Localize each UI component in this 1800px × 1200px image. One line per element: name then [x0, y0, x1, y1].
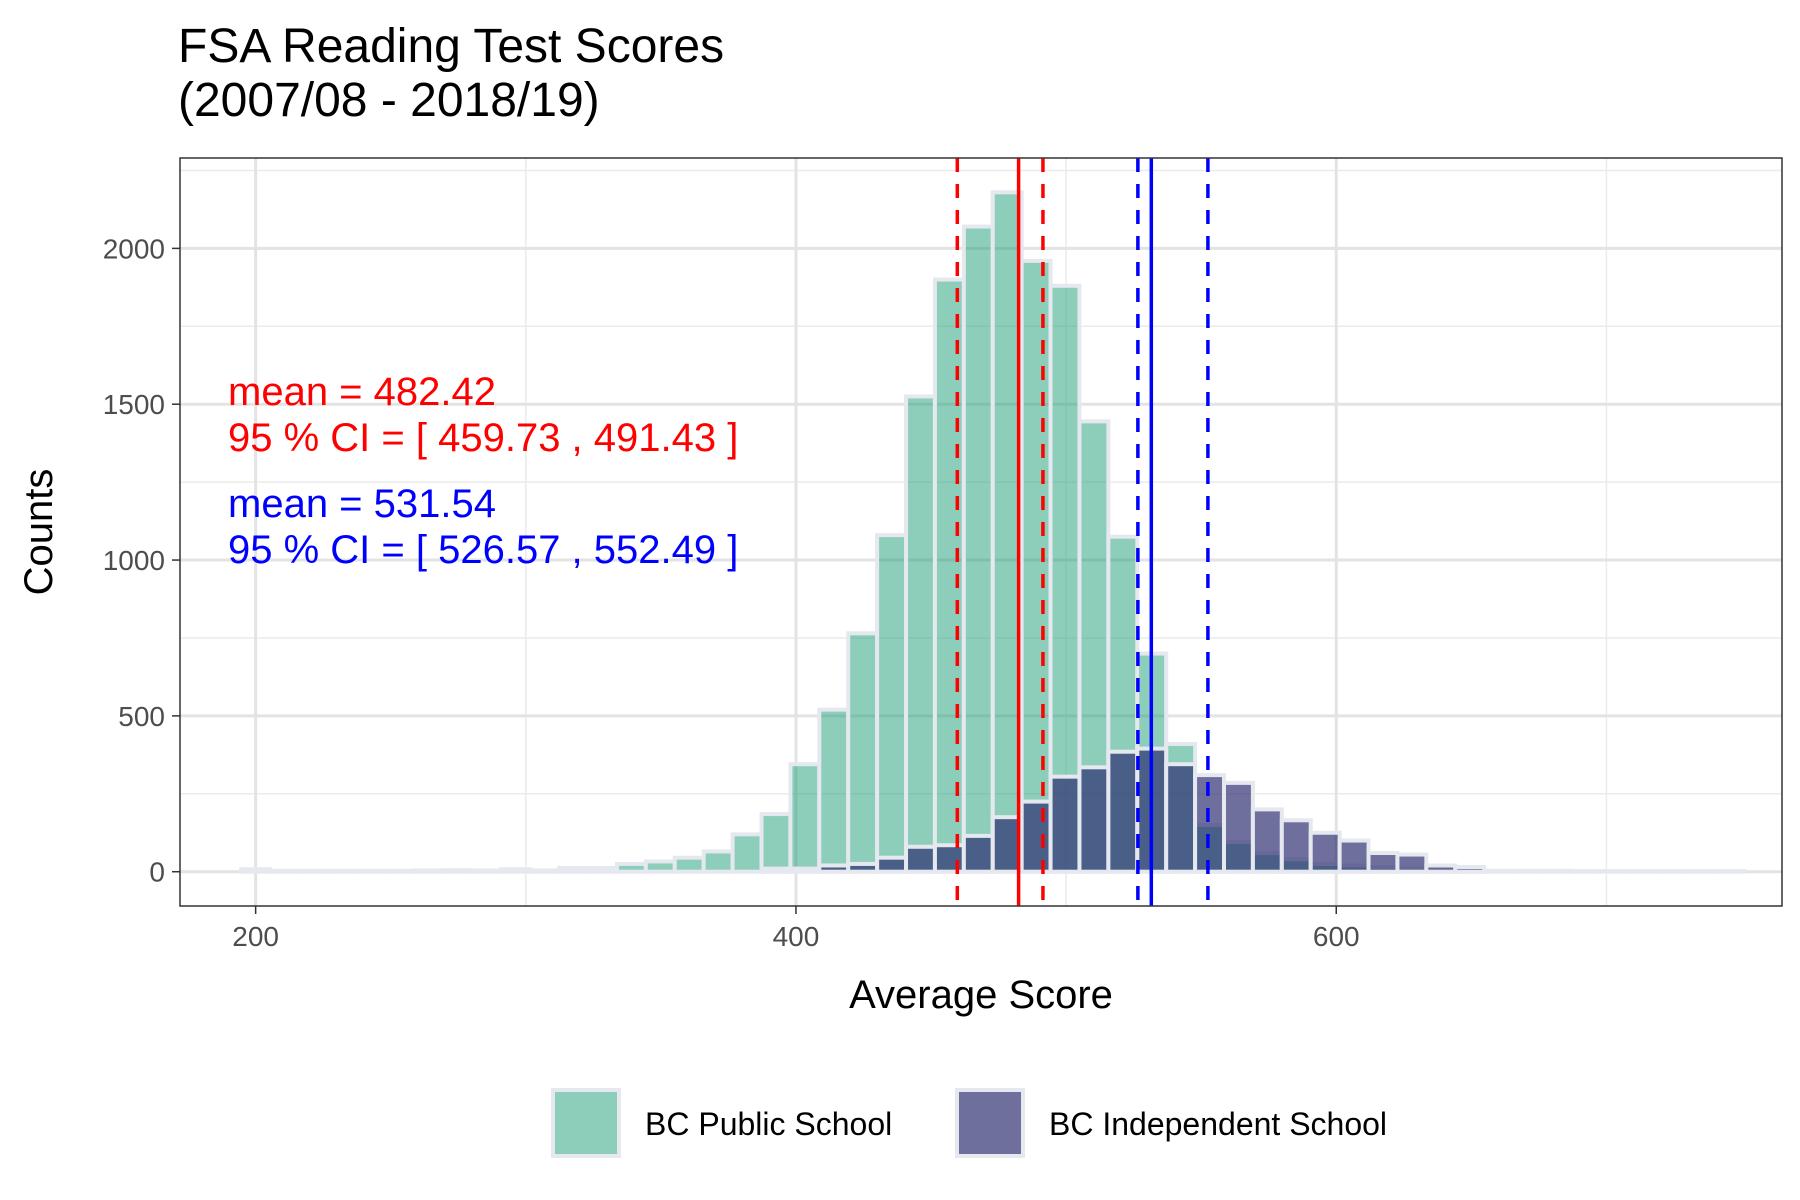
- bar-independent-school: [904, 844, 937, 874]
- bar-independent-school: [1395, 852, 1429, 874]
- x-tick-label: 400: [773, 921, 820, 952]
- annotation-group: mean = 482.42 95 % CI = [ 459.73 , 491.4…: [228, 370, 738, 572]
- bar-independent-school: [1453, 865, 1487, 874]
- axis-ticks: 200 400 600 0 500 1000 1500 2000: [103, 233, 1360, 952]
- bar-public-school: [268, 868, 302, 874]
- bar-independent-school: [1106, 749, 1140, 874]
- bar-independent-school: [817, 863, 851, 874]
- bar-public-school: [1511, 868, 1544, 874]
- bar-public-school: [1626, 869, 1660, 874]
- bar-public-school: [1482, 868, 1516, 874]
- bar-public-school: [1048, 283, 1082, 874]
- legend: BC Public School BC Independent School: [551, 1088, 1387, 1158]
- bar-public-school: [412, 868, 446, 874]
- y-tick-label: 2000: [103, 233, 165, 264]
- bar-public-school: [817, 707, 851, 874]
- bar-public-school: [383, 868, 417, 874]
- bar-public-school: [325, 868, 359, 874]
- bar-independent-school: [1077, 765, 1111, 874]
- bar-public-school: [1597, 869, 1631, 874]
- bar-public-school: [875, 533, 909, 874]
- independent-mean-annotation: mean = 531.54: [228, 482, 496, 526]
- bar-independent-school: [990, 815, 1024, 874]
- bar-independent-school: [1164, 762, 1198, 874]
- bar-independent-school: [846, 861, 880, 874]
- bar-public-school: [528, 868, 562, 874]
- legend-swatch-independent: [955, 1088, 1025, 1158]
- mean-ci-lines: [955, 158, 1210, 906]
- bar-independent-school: [759, 866, 793, 874]
- bar-public-school: [701, 849, 735, 874]
- bar-independent-school: [932, 843, 966, 874]
- bar-public-school: [557, 865, 591, 874]
- bar-public-school: [470, 868, 504, 874]
- bar-public-school: [586, 865, 619, 874]
- bar-public-school: [1019, 258, 1053, 874]
- y-tick-label: 0: [149, 857, 165, 888]
- bar-public-school: [961, 224, 995, 874]
- bar-public-school: [788, 762, 822, 874]
- y-tick-label: 500: [118, 701, 165, 732]
- bar-public-school: [904, 394, 937, 874]
- legend-label-public: BC Public School: [645, 1106, 892, 1142]
- x-tick-label: 200: [232, 921, 279, 952]
- bar-public-school: [297, 868, 330, 874]
- bar-public-school: [1713, 869, 1747, 874]
- bar-public-school: [730, 832, 764, 874]
- bar-public-school: [239, 867, 273, 874]
- bar-public-school: [1655, 869, 1689, 874]
- bar-public-school: [1568, 869, 1602, 874]
- y-tick-label: 1500: [103, 389, 165, 420]
- chart-title-line1: FSA Reading Test Scores: [178, 20, 724, 73]
- bar-independent-school: [1279, 818, 1313, 874]
- bar-independent-school: [1424, 863, 1458, 874]
- x-axis-title: Average Score: [849, 973, 1113, 1017]
- bar-independent-school: [1048, 774, 1082, 874]
- legend-swatch-public: [551, 1088, 621, 1158]
- bar-independent-school: [1337, 838, 1371, 874]
- independent-ci-annotation: 95 % CI = [ 526.57 , 552.49 ]: [228, 528, 738, 572]
- bar-public-school: [932, 277, 966, 874]
- bar-public-school: [1684, 869, 1718, 874]
- bar-independent-school: [1019, 799, 1053, 874]
- legend-label-independent: BC Independent School: [1049, 1106, 1387, 1142]
- bar-independent-school: [1222, 780, 1255, 874]
- bar-public-school: [441, 868, 475, 874]
- bar-public-school: [990, 190, 1024, 874]
- bar-independent-school: [875, 855, 909, 874]
- bar-public-school: [759, 812, 793, 874]
- y-axis-title: Counts: [17, 469, 61, 596]
- bar-independent-school: [1308, 830, 1342, 874]
- public-mean-annotation: mean = 482.42: [228, 370, 496, 414]
- bar-public-school: [672, 855, 706, 874]
- bar-independent-school: [1250, 807, 1284, 874]
- bar-public-school: [846, 631, 880, 874]
- x-tick-label: 600: [1313, 921, 1360, 952]
- bar-public-school: [614, 861, 648, 874]
- bar-public-school: [643, 859, 677, 874]
- bar-public-school: [354, 868, 388, 874]
- bar-public-school: [1539, 868, 1573, 874]
- plot-border: [179, 157, 1783, 907]
- bar-independent-school: [788, 866, 822, 874]
- chart-title-line2: (2007/08 - 2018/19): [178, 74, 600, 127]
- public-ci-annotation: 95 % CI = [ 459.73 , 491.43 ]: [228, 416, 738, 460]
- bar-independent-school: [1366, 851, 1400, 874]
- bar-independent-school: [961, 833, 995, 874]
- bar-public-school: [499, 867, 533, 874]
- y-tick-label: 1000: [103, 545, 165, 576]
